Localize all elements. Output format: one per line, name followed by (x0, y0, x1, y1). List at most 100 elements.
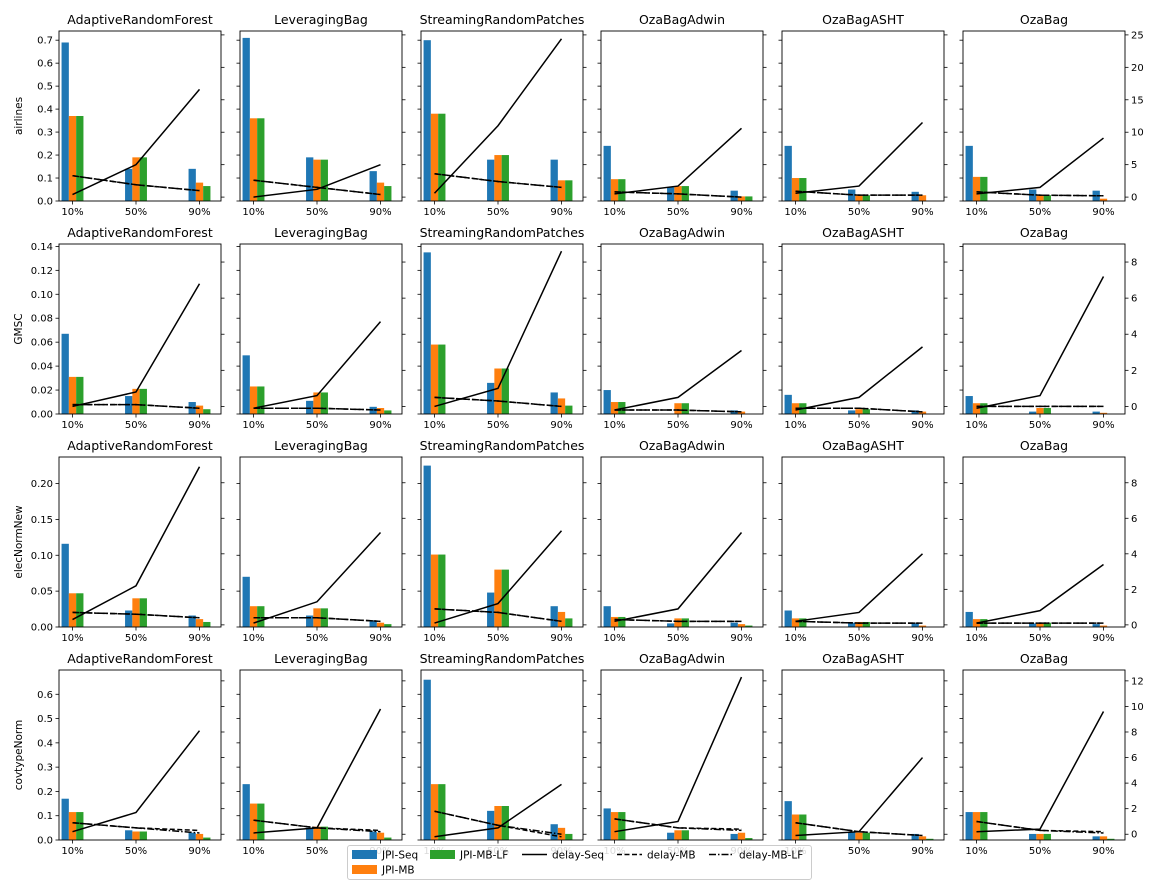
legend-swatch-JPI-MB-LF (430, 850, 455, 859)
y-tick-label: 0.1 (37, 811, 53, 822)
line-delay-MB-LF (614, 818, 742, 832)
bar-JPI-MB-LF-90% (565, 618, 573, 627)
bar-JPI-Seq-90% (188, 168, 196, 201)
bar-JPI-Seq-50% (306, 400, 314, 414)
line-delay-Seq (72, 466, 201, 621)
bar-JPI-MB-LF-50% (862, 832, 870, 840)
panel-frame (58, 243, 222, 415)
y-tick-label: 0.08 (31, 314, 53, 325)
y2-tick-label: 8 (1131, 478, 1137, 489)
bar-JPI-MB-50% (1036, 622, 1044, 627)
bar-JPI-MB-90% (557, 611, 566, 627)
bar-JPI-Seq-90% (550, 392, 558, 414)
y-tick-label: 0.3 (37, 763, 53, 774)
panel-title: LeveragingBag (274, 12, 368, 27)
legend-label-delay-Seq: delay-Seq (552, 850, 604, 862)
bar-JPI-MB-10% (249, 118, 258, 201)
bar-JPI-Seq-10% (603, 390, 611, 414)
bar-JPI-Seq-10% (423, 679, 431, 840)
panel-title: OzaBagAdwin (639, 438, 725, 453)
bar-JPI-Seq-90% (911, 191, 919, 201)
line-delay-MB-LF (795, 620, 923, 624)
line-delay-Seq (72, 88, 201, 196)
panel-frame (58, 456, 222, 628)
bar-JPI-MB-LF-10% (799, 178, 807, 201)
bar-JPI-MB-50% (494, 368, 502, 414)
panel-covtypeNorm-1: 10%50%90%LeveragingBag (236, 651, 406, 857)
panel-frame (58, 669, 222, 841)
y2-tick-label: 25 (1131, 30, 1144, 41)
bar-JPI-Seq-10% (603, 145, 611, 201)
x-tick-label: 10% (784, 207, 806, 218)
panel-covtypeNorm-3: 10%50%90%OzaBagAdwin (597, 651, 767, 857)
bar-JPI-MB-LF-10% (799, 814, 807, 840)
bar-JPI-MB-10% (430, 113, 439, 201)
y2-tick-label: 12 (1131, 676, 1144, 687)
bar-JPI-MB-LF-50% (501, 155, 509, 201)
bar-JPI-MB-10% (972, 176, 981, 201)
line-delay-MB (434, 810, 562, 838)
bar-JPI-MB-90% (195, 619, 204, 627)
panel-frame (420, 30, 584, 202)
bar-JPI-MB-LF-90% (384, 410, 392, 414)
bar-JPI-Seq-90% (188, 615, 196, 627)
bar-JPI-MB-LF-50% (139, 388, 147, 414)
y2-tick-label: 4 (1131, 549, 1137, 560)
line-delay-Seq (976, 276, 1105, 409)
panel-title: StreamingRandomPatches (420, 651, 585, 666)
y-tick-label: 0.6 (37, 690, 53, 701)
panel-airlines-0: 10% 50% 90% 0.0 0.1 0.2 0.3 0.4 0.5 0.6 0.7 Adaptiv… (37, 12, 225, 218)
y-tick-label: 0.5 (37, 714, 53, 725)
bar-JPI-Seq-90% (369, 171, 377, 201)
x-tick-label: 90% (188, 633, 210, 644)
bar-JPI-MB-10% (791, 178, 800, 201)
x-tick-label: 10% (423, 207, 445, 218)
x-tick-label: 90% (369, 420, 391, 431)
bar-JPI-MB-90% (737, 624, 746, 627)
legend-swatch-JPI-MB (352, 865, 377, 874)
bar-JPI-MB-10% (610, 616, 619, 627)
bar-JPI-Seq-50% (487, 810, 495, 840)
bar-JPI-Seq-90% (188, 832, 196, 840)
x-tick-label: 90% (1092, 633, 1114, 644)
panel-covtypeNorm-2: 10%50%90%StreamingRandomPatches (417, 651, 587, 857)
line-delay-MB-LF (253, 179, 381, 196)
x-tick-label: 50% (848, 846, 870, 857)
bar-JPI-Seq-10% (423, 465, 431, 627)
bar-JPI-MB-10% (249, 386, 258, 414)
bar-JPI-MB-50% (132, 388, 140, 414)
y-tick-label: 0.4 (37, 105, 53, 116)
x-tick-label: 90% (550, 633, 572, 644)
bar-JPI-Seq-90% (1092, 411, 1100, 414)
panel-frame (781, 243, 945, 415)
y-tick-label: 0.2 (37, 787, 53, 798)
y-axis-label-airlines: airlines (13, 97, 25, 135)
y2-tick-label: 10 (1131, 128, 1144, 139)
line-delay-Seq (614, 532, 743, 623)
bar-JPI-MB-50% (1036, 408, 1044, 414)
y2-tick-label: 10 (1131, 702, 1144, 713)
line-delay-Seq (976, 137, 1104, 195)
line-delay-Seq (433, 38, 563, 194)
panel-GMSC-4: 10% 50% 90% OzaBagASHT (778, 225, 948, 431)
bar-JPI-MB-LF-90% (384, 837, 392, 840)
x-tick-label: 10% (784, 420, 806, 431)
x-tick-label: 50% (1029, 420, 1051, 431)
bar-JPI-MB-LF-90% (203, 409, 211, 414)
bar-JPI-MB-LF-90% (565, 833, 573, 840)
bar-JPI-MB-50% (313, 159, 321, 201)
bar-JPI-MB-50% (855, 195, 863, 201)
bar-JPI-MB-LF-50% (1043, 833, 1051, 840)
line-delay-Seq (614, 127, 743, 195)
bar-JPI-Seq-90% (730, 190, 738, 201)
bar-JPI-MB-LF-50% (320, 826, 328, 840)
panel-frame (781, 30, 945, 202)
bar-JPI-Seq-10% (965, 611, 973, 627)
bar-JPI-MB-LF-50% (1043, 622, 1051, 627)
bar-JPI-MB-50% (494, 806, 502, 840)
bar-JPI-MB-90% (376, 832, 385, 840)
y2-tick-label: 4 (1131, 779, 1137, 790)
bar-JPI-MB-10% (972, 403, 981, 414)
y2-tick-label: 6 (1131, 753, 1137, 764)
